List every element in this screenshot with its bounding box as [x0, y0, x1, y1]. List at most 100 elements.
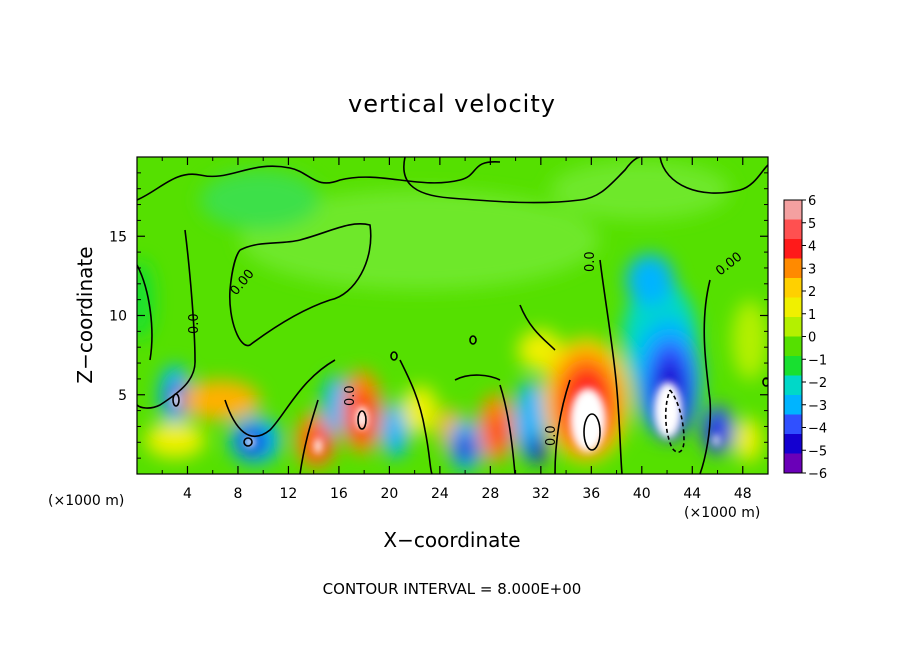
heatmap-blob	[145, 422, 205, 458]
colorbar-tick-label: −5	[808, 444, 827, 459]
contour-ring	[243, 437, 253, 447]
heatmap-blob	[732, 300, 768, 380]
contour-line	[299, 399, 319, 474]
contour-line	[599, 259, 623, 474]
heatmap-blob	[734, 418, 762, 462]
downdraft-core	[173, 394, 179, 406]
colorbar-segment	[784, 317, 802, 337]
heatmap-cores	[173, 382, 719, 454]
downdraft-core	[245, 437, 255, 447]
colorbar-segment	[784, 414, 802, 435]
heatmap-blob	[200, 170, 320, 230]
downdraft-core	[713, 434, 719, 446]
contour-lines	[137, 157, 768, 474]
colorbar-segment	[784, 278, 802, 298]
contour-ring	[172, 393, 180, 407]
contour-ring	[762, 377, 768, 387]
colorbar-tick-label: 1	[808, 308, 816, 323]
colorbar-segment	[784, 239, 802, 259]
heatmap-blob	[626, 254, 674, 306]
contour-ring	[390, 351, 398, 361]
colorbar-tick-label: −6	[808, 467, 827, 482]
contour-line	[454, 374, 501, 381]
x-tick-label: 44	[683, 486, 701, 502]
heatmap-blob	[527, 436, 547, 464]
y-tick-label: 10	[109, 309, 127, 325]
colorbar-tick-label: 6	[808, 194, 816, 209]
colorbar-segment	[784, 336, 802, 357]
plot-area: 0.00 0.0 0.0 0.0 0.0 0.00	[137, 157, 768, 474]
contour-ring	[469, 335, 477, 345]
contour-line	[499, 384, 516, 474]
contour-line	[699, 279, 712, 474]
contour-label: 0.0	[544, 425, 559, 446]
x-tick-label: 12	[280, 486, 298, 502]
contour-label: 0.0	[583, 251, 598, 272]
x-tick-label: 20	[380, 486, 398, 502]
heatmap-blob	[455, 434, 475, 462]
contour-line	[519, 304, 556, 351]
contour-label: 0.0	[187, 313, 202, 334]
x-tick-label: 28	[481, 486, 499, 502]
updraft-core	[314, 438, 322, 454]
colorbar-segment	[784, 453, 802, 474]
colorbar-segment	[784, 297, 802, 318]
contour-ring	[583, 413, 601, 451]
x-unit-label-left: (×1000 m)	[48, 493, 124, 509]
contour-line	[659, 157, 768, 194]
heatmap-blob	[137, 260, 154, 340]
colorbar-tick-label: 2	[808, 285, 816, 300]
heatmap-blob	[489, 414, 505, 450]
x-tick-label: 16	[330, 486, 348, 502]
heatmap-blob	[180, 380, 260, 420]
x-tick-label: 48	[734, 486, 752, 502]
colorbar-segment	[784, 395, 802, 415]
contour-line	[229, 223, 372, 347]
contour-line	[224, 359, 336, 437]
heatmap-blob	[550, 160, 730, 220]
contour-line	[399, 359, 433, 474]
x-tick-label: 8	[233, 486, 242, 502]
x-tick-label: 24	[431, 486, 449, 502]
heatmap-blob	[240, 190, 600, 290]
colorbar-tick-label: 5	[808, 217, 816, 232]
colorbar-tick-label: −1	[808, 353, 827, 368]
x-tick-label: 32	[532, 486, 550, 502]
x-tick-label: 40	[633, 486, 651, 502]
colorbar-tick-label: 4	[808, 240, 816, 255]
y-tick-label: 5	[118, 388, 127, 404]
colorbar-segment	[784, 375, 802, 396]
contour-line	[137, 264, 153, 361]
downdraft-core	[654, 382, 682, 438]
contour-line	[137, 161, 501, 201]
x-unit-label-right: (×1000 m)	[684, 505, 760, 521]
colorbar-tick-label: 3	[808, 262, 816, 277]
contour-line-dashed	[664, 389, 685, 453]
contour-line	[554, 379, 571, 474]
contour-label: 0.0	[343, 385, 358, 406]
x-tick-label: 36	[582, 486, 600, 502]
x-axis-ticks: 4 8 12 16 20 24 28 32 36 40 44 48	[161, 157, 752, 502]
heatmap-blob	[518, 330, 562, 370]
chart-title: vertical velocity	[348, 90, 556, 118]
colorbar: 6 5 4 3 2 1 0 −1 −2 −3 −4 −5 −6	[783, 194, 827, 482]
y-axis-label: Z−coordinate	[73, 246, 97, 383]
colorbar-tick-label: −2	[808, 376, 827, 391]
y-axis-ticks: 5 10 15	[109, 172, 768, 459]
contour-interval-note: CONTOUR INTERVAL = 8.000E+00	[323, 580, 582, 598]
colorbar-segment	[784, 434, 802, 454]
colorbar-segment	[784, 219, 802, 240]
heatmap-blob	[381, 402, 409, 458]
contour-line	[137, 229, 196, 409]
x-tick-label: 4	[183, 486, 192, 502]
colorbar-tick-label: −3	[808, 399, 827, 414]
contour-line	[403, 157, 641, 204]
colorbar-segment	[784, 356, 802, 376]
colorbar-segment	[784, 200, 802, 220]
colorbar-tick-label: −4	[808, 422, 827, 437]
y-tick-label: 15	[109, 229, 127, 245]
contour-ring	[357, 410, 367, 430]
updraft-core	[570, 388, 606, 452]
colorbar-tick-label: 0	[808, 331, 816, 346]
